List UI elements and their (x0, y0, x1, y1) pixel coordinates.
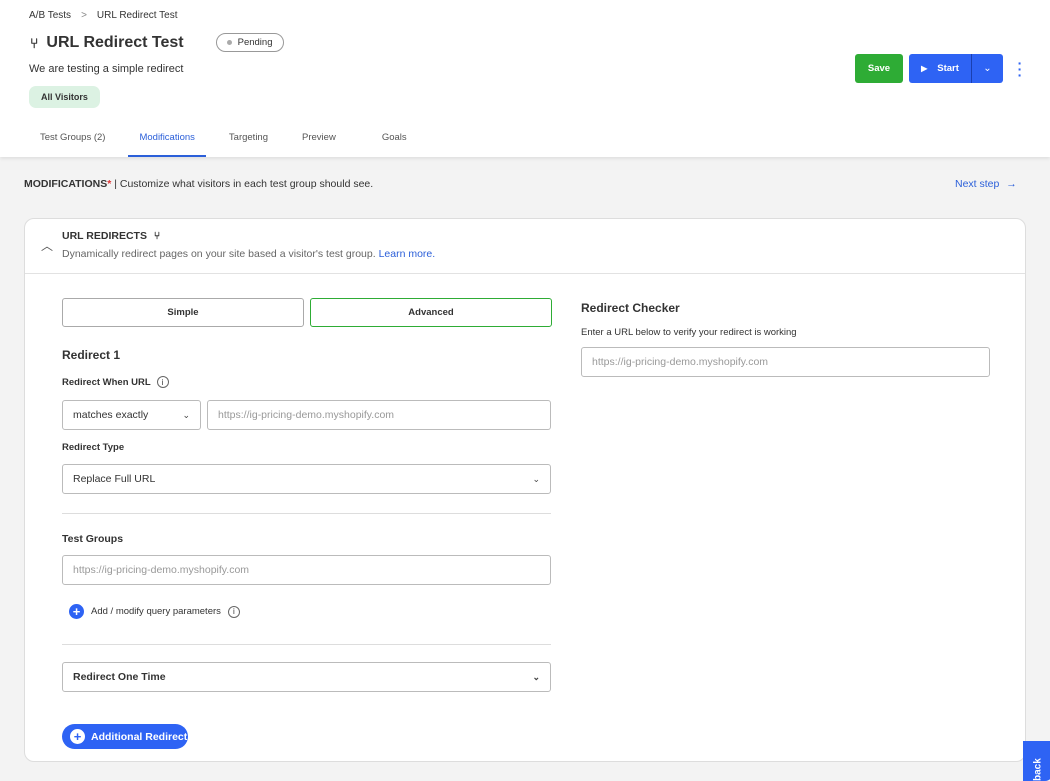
chevron-down-icon: ⌄ (532, 473, 540, 484)
test-groups-placeholder: https://ig-pricing-demo.myshopify.com (73, 564, 250, 576)
breadcrumb-separator: > (81, 10, 87, 21)
card-title: URL REDIRECTS ⑂ (62, 230, 160, 242)
redirect-heading: Redirect 1 (62, 348, 121, 362)
card-subtitle: Dynamically redirect pages on your site … (62, 248, 435, 260)
match-type-select[interactable]: matches exactly ⌄ (62, 400, 201, 430)
query-params-link[interactable]: Add / modify query parameters (91, 606, 221, 617)
redirect-checker-input[interactable]: https://ig-pricing-demo.myshopify.com (581, 347, 990, 377)
divider (62, 644, 551, 645)
card-title-text: URL REDIRECTS (62, 230, 147, 242)
start-dropdown-chevron-icon[interactable]: ⌄ (983, 63, 992, 74)
simple-mode-button[interactable]: Simple (62, 298, 304, 327)
breadcrumb-root[interactable]: A/B Tests (29, 10, 72, 21)
start-label: Start (937, 63, 959, 74)
redirect-type-label: Redirect Type (62, 442, 125, 453)
add-circle-icon: + (70, 729, 85, 744)
next-step-label: Next step (955, 178, 1000, 190)
redirect-url-input[interactable]: https://ig-pricing-demo.myshopify.com (207, 400, 551, 430)
collapse-chevron-icon[interactable]: ︿ (41, 239, 54, 253)
tab-targeting[interactable]: Targeting (228, 132, 269, 143)
required-marker: * (107, 178, 112, 190)
redirect-checker-title: Redirect Checker (581, 301, 680, 315)
save-button[interactable]: Save (855, 54, 903, 83)
arrow-right-icon: → (1006, 178, 1017, 190)
test-description: We are testing a simple redirect (29, 63, 184, 75)
modifications-text: | Customize what visitors in each test g… (114, 178, 374, 190)
audience-badge[interactable]: All Visitors (29, 86, 100, 108)
next-step-link[interactable]: Next step → (955, 178, 1017, 190)
test-groups-input[interactable]: https://ig-pricing-demo.myshopify.com (62, 555, 551, 585)
divider (62, 513, 551, 514)
card-subtitle-text: Dynamically redirect pages on your site … (62, 248, 376, 260)
learn-more-link[interactable]: Learn more. (378, 248, 436, 260)
redirect-type-select[interactable]: Replace Full URL ⌄ (62, 464, 551, 494)
modifications-bar: MODIFICATIONS* | Customize what visitors… (24, 178, 373, 190)
start-button[interactable]: ▶ Start (909, 54, 972, 83)
advanced-mode-button[interactable]: Advanced (310, 298, 552, 327)
query-params-row[interactable]: + Add / modify query parameters i (69, 604, 240, 619)
title-row: ⑂ URL Redirect Test Pending (30, 33, 284, 52)
redirect-type-value: Replace Full URL (73, 473, 156, 485)
status-dot-icon (226, 40, 232, 45)
tab-test-groups[interactable]: Test Groups (2) (40, 132, 106, 143)
chevron-down-icon: ⌄ (182, 409, 190, 420)
redirect-fork-icon: ⑂ (153, 230, 161, 242)
modifications-title: MODIFICATIONS (24, 178, 108, 190)
additional-redirect-button[interactable]: + Additional Redirect (62, 724, 188, 749)
status-badge: Pending (215, 33, 284, 52)
breadcrumb-current: URL Redirect Test (96, 10, 178, 21)
more-options-icon[interactable]: · · · (1017, 55, 1023, 83)
url-redirects-card: ︿ URL REDIRECTS ⑂ Dynamically redirect p… (24, 218, 1026, 762)
redirect-checker-placeholder: https://ig-pricing-demo.myshopify.com (592, 356, 769, 368)
info-icon[interactable]: i (156, 376, 169, 388)
redirect-frequency-value: Redirect One Time (73, 671, 166, 683)
chevron-down-icon: ⌄ (532, 671, 540, 682)
page-header: A/B Tests > URL Redirect Test ⑂ URL Redire… (0, 0, 1050, 157)
play-icon: ▶ (921, 64, 928, 73)
card-header: ︿ URL REDIRECTS ⑂ Dynamically redirect p… (25, 219, 1025, 274)
redirect-checker-hint: Enter a URL below to verify your redirec… (581, 327, 797, 338)
tab-goals[interactable]: Goals (381, 132, 407, 143)
page-title: URL Redirect Test (46, 33, 184, 51)
redirect-frequency-select[interactable]: Redirect One Time ⌄ (62, 662, 551, 692)
additional-redirect-label: Additional Redirect (91, 730, 188, 743)
match-type-value: matches exactly (73, 409, 149, 421)
status-text: Pending (237, 37, 273, 48)
info-icon[interactable]: i (227, 605, 240, 618)
tab-bar: Test Groups (2) Modifications Targeting … (29, 126, 430, 157)
redirect-url-placeholder: https://ig-pricing-demo.myshopify.com (218, 409, 395, 421)
feedback-tab[interactable]: back (1023, 741, 1050, 781)
add-circle-icon[interactable]: + (69, 604, 84, 619)
tab-modifications[interactable]: Modifications (128, 126, 206, 157)
breadcrumb: A/B Tests > URL Redirect Test (29, 10, 178, 21)
redirect-fork-icon: ⑂ (30, 34, 39, 51)
test-groups-label: Test Groups (62, 533, 124, 545)
tab-preview[interactable]: Preview (302, 132, 336, 143)
redirect-when-label: Redirect When URL i (62, 376, 169, 388)
redirect-when-text: Redirect When URL (62, 376, 151, 388)
start-button-group: ▶ Start ⌄ (909, 54, 1003, 83)
